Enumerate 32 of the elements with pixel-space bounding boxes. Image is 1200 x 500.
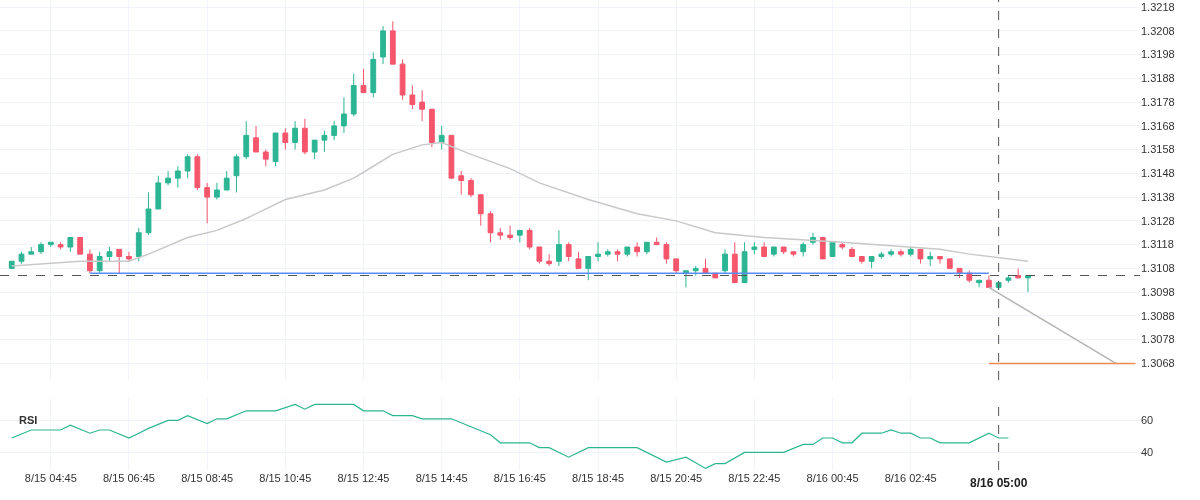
- y-tick-label: 1.3218: [1141, 0, 1175, 13]
- x-tick-label: 8/15 04:45: [24, 472, 77, 484]
- text: RSI: [19, 414, 38, 426]
- x-tick-label: 8/15 10:45: [259, 472, 312, 484]
- y-tick-label: 1.3068: [1141, 357, 1175, 370]
- y-tick-label: 1.3158: [1141, 143, 1175, 156]
- x-tick-label: 8/15 08:45: [181, 472, 234, 484]
- x-tick-label: 8/16 00:45: [806, 472, 859, 484]
- x-tick-label: 8/15 18:45: [572, 472, 625, 484]
- y-tick-label: 1.3108: [1141, 262, 1175, 275]
- x-tick-label: 8/15 12:45: [337, 472, 390, 484]
- y-tick-label: 1.3208: [1141, 24, 1175, 37]
- x-tick-label: 8/15 06:45: [102, 472, 155, 484]
- y-tick-label: 1.3078: [1141, 333, 1175, 346]
- y-tick-label: 1.3128: [1141, 214, 1175, 227]
- y-tick-label: 60: [1141, 414, 1154, 427]
- y-tick-label: 1.3188: [1141, 72, 1175, 85]
- ref-line-label: 8/16 05:00: [970, 476, 1028, 490]
- x-tick-label: 8/16 02:45: [884, 472, 937, 484]
- y-tick-label: 1.3178: [1141, 95, 1175, 108]
- x-tick-label: 8/15 22:45: [728, 472, 781, 484]
- y-tick-label: 1.3088: [1141, 309, 1175, 322]
- y-tick-label: 1.3098: [1141, 285, 1175, 298]
- y-tick-label: 1.3198: [1141, 48, 1175, 61]
- y-tick-label: 1.3168: [1141, 119, 1175, 132]
- y-tick-label: 1.3148: [1141, 167, 1175, 180]
- x-tick-label: 8/15 16:45: [493, 472, 546, 484]
- y-tick-label: 1.3118: [1141, 238, 1174, 251]
- x-tick-label: 8/15 14:45: [415, 472, 468, 484]
- x-tick-label: 8/15 20:45: [650, 472, 703, 484]
- y-tick-label: 40: [1141, 446, 1154, 459]
- y-tick-label: 1.3138: [1141, 190, 1175, 203]
